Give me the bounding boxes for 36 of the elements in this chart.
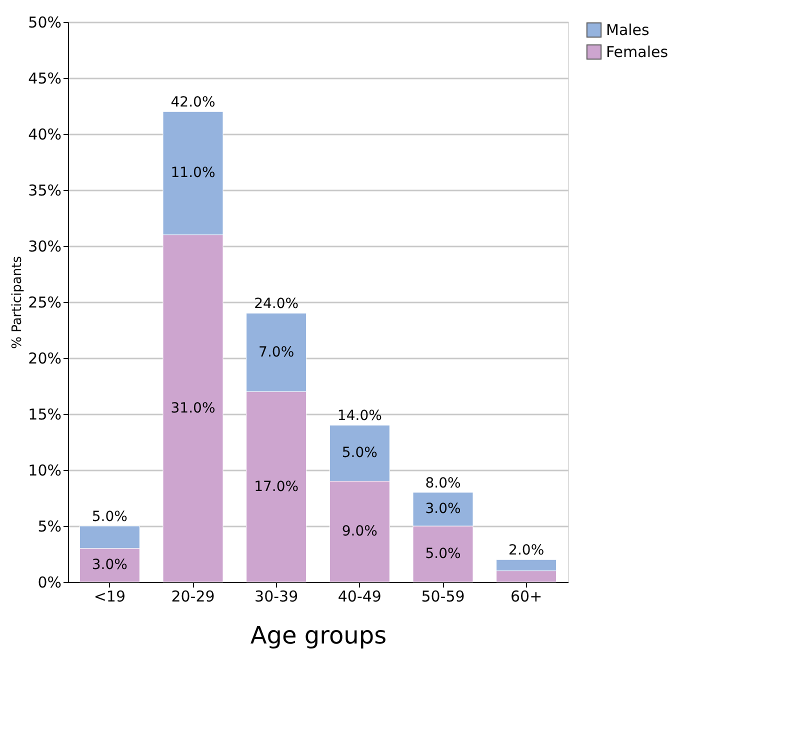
x-tick-label: 20-29 — [171, 588, 215, 606]
y-tick-label: 40% — [28, 126, 62, 144]
y-tick-label: 25% — [28, 294, 62, 312]
y-tick-label: 10% — [28, 462, 62, 480]
legend-label: Females — [606, 43, 668, 61]
x-axis-title: Age groups — [250, 622, 387, 650]
data-label: 5.0% — [425, 546, 461, 562]
y-tick-label: 20% — [28, 350, 62, 368]
data-label: 5.0% — [342, 445, 378, 462]
data-label: 31.0% — [170, 400, 216, 416]
y-tick-label: 45% — [28, 70, 62, 88]
y-tick-label: 0% — [38, 574, 62, 592]
x-tick-label: 60+ — [510, 588, 542, 606]
x-tick-label: 40-49 — [338, 588, 382, 606]
y-axis-title: % Participants — [10, 256, 26, 349]
y-tick-label: 50% — [28, 14, 62, 32]
data-label: 17.0% — [254, 478, 299, 495]
total-label: 2.0% — [508, 542, 544, 559]
data-label: 11.0% — [170, 165, 216, 182]
total-label: 14.0% — [337, 408, 382, 424]
y-tick-label: 30% — [28, 238, 62, 256]
total-label: 8.0% — [425, 475, 461, 492]
x-tick-label: 50-59 — [421, 588, 465, 606]
y-tick-label: 5% — [38, 518, 62, 536]
y-tick-label: 35% — [28, 182, 62, 200]
data-label: 9.0% — [342, 524, 378, 540]
y-tick-label: 15% — [28, 406, 62, 424]
total-label: 42.0% — [170, 94, 216, 111]
data-label: 3.0% — [92, 557, 128, 574]
total-label: 5.0% — [92, 509, 128, 525]
data-label: 7.0% — [258, 344, 294, 360]
data-label: 3.0% — [425, 501, 461, 518]
legend-label: Males — [606, 21, 650, 39]
x-tick-label: <19 — [94, 588, 126, 606]
x-tick-label: 30-39 — [254, 588, 298, 606]
total-label: 24.0% — [254, 296, 299, 312]
